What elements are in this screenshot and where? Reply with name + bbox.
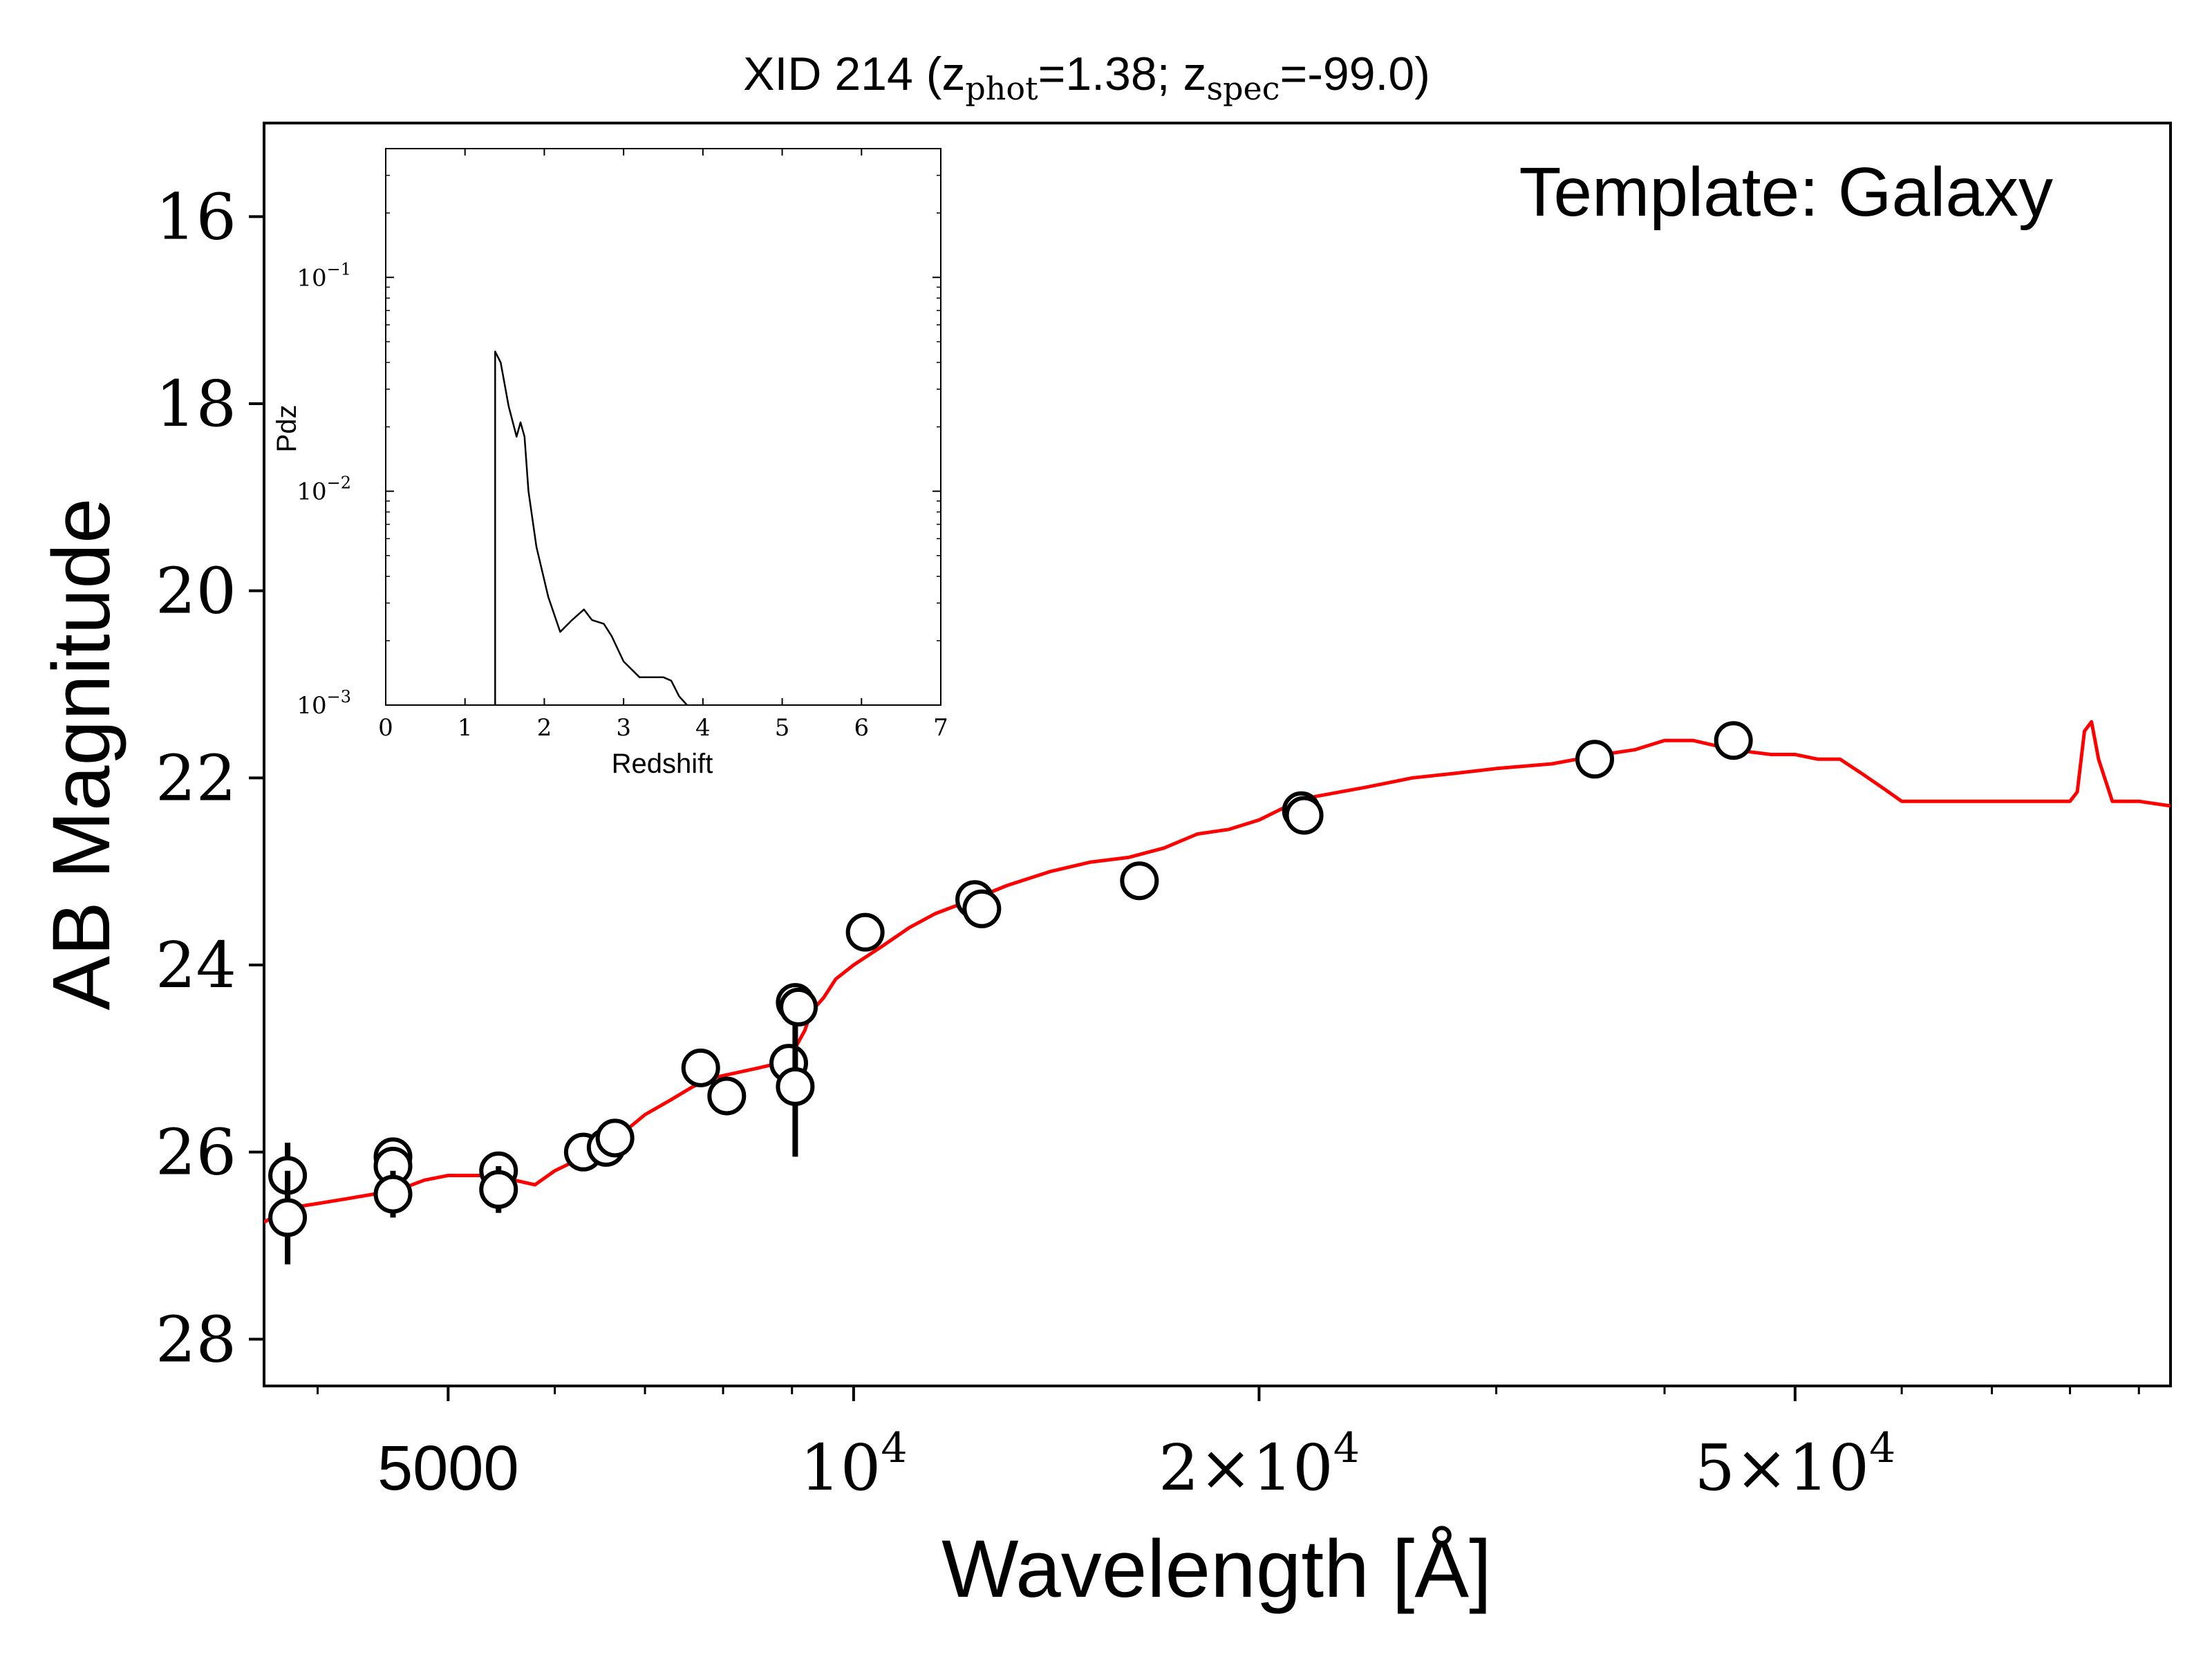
inset-frame bbox=[385, 148, 941, 706]
inset-x-tick-label-5: 5 bbox=[775, 714, 790, 742]
y-tick-label-0: 16 bbox=[156, 180, 236, 254]
inset-x-tick-label-0: 0 bbox=[378, 714, 393, 742]
photometry-point-21 bbox=[1284, 796, 1324, 835]
x-tick-label-3: 5×104 bbox=[1694, 1424, 1895, 1505]
inset-x-tick-label-6: 6 bbox=[854, 714, 869, 742]
inset-x-tick-label-2: 2 bbox=[537, 714, 552, 742]
photometry-points bbox=[268, 721, 1753, 1265]
x-axis-label: Wavelength [Å] bbox=[941, 1524, 1492, 1615]
x-tick-label-0: 5000 bbox=[377, 1433, 519, 1503]
inset-y-tick-label-2: 10−3 bbox=[297, 687, 351, 720]
photometry-point-4 bbox=[373, 1174, 413, 1214]
template-annotation: Template: Galaxy bbox=[1519, 153, 2053, 231]
y-tick-label-4: 24 bbox=[156, 928, 236, 1002]
chart-title: XID 214 (zphot=1.38; zspec=-99.0) bbox=[743, 48, 1430, 107]
inset-y-tick-label-1: 10−2 bbox=[297, 474, 351, 506]
y-tick-label-6: 28 bbox=[156, 1302, 236, 1376]
inset-pdz-curve bbox=[494, 350, 688, 705]
photometry-point-22 bbox=[1575, 740, 1615, 779]
inset-x-tick-label-3: 3 bbox=[616, 714, 631, 742]
photometry-point-6 bbox=[479, 1170, 518, 1209]
x-tick-label-2: 2×104 bbox=[1159, 1424, 1360, 1505]
inset-x-tick-label-4: 4 bbox=[695, 714, 711, 742]
photometry-point-15 bbox=[779, 987, 818, 1027]
pdz-line bbox=[494, 350, 688, 705]
photometry-point-10 bbox=[681, 1048, 720, 1087]
photometry-point-23 bbox=[1714, 721, 1753, 760]
inset-background bbox=[386, 149, 941, 705]
y-axis-label: AB Magnitude bbox=[36, 498, 127, 1010]
inset-y-tick-label-0: 10−1 bbox=[297, 259, 351, 292]
inset-x-tick-label-1: 1 bbox=[458, 714, 473, 742]
main-plot-frame bbox=[263, 122, 2172, 1387]
photometry-point-18 bbox=[962, 889, 1002, 928]
photometry-point-9 bbox=[595, 1118, 635, 1158]
inset-x-label: Redshift bbox=[612, 749, 713, 779]
y-tick-label-2: 20 bbox=[156, 554, 236, 628]
y-tick-label-5: 26 bbox=[156, 1116, 236, 1190]
y-tick-label-1: 18 bbox=[156, 367, 236, 441]
inset-x-tick-label-7: 7 bbox=[933, 714, 948, 742]
inset-y-label: Pdz bbox=[272, 405, 302, 453]
model-spectrum bbox=[264, 720, 2171, 1224]
x-tick-label-1: 104 bbox=[800, 1424, 907, 1505]
model-line bbox=[264, 720, 2171, 1224]
photometry-point-1 bbox=[268, 1198, 308, 1237]
photometry-point-19 bbox=[1120, 861, 1159, 901]
photometry-point-11 bbox=[707, 1076, 747, 1116]
photometry-point-16 bbox=[845, 912, 885, 952]
photometry-point-13 bbox=[776, 1067, 815, 1106]
y-tick-label-3: 22 bbox=[156, 741, 236, 815]
